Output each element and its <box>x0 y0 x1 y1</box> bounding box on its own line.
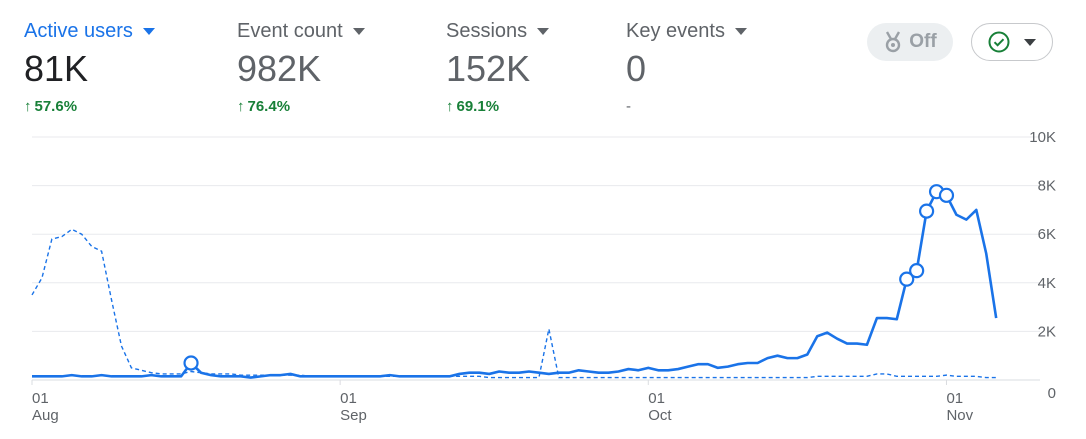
arrow-up-icon: ↑ <box>237 98 245 115</box>
x-tick-label-day: 01 <box>32 390 49 407</box>
metric-value: 152K <box>446 48 531 89</box>
anomaly-marker <box>183 355 199 371</box>
x-tick-label-day: 01 <box>648 390 665 407</box>
y-tick-label: 0 <box>1048 385 1056 402</box>
series-line-current-period <box>32 190 998 379</box>
anomaly-toggle[interactable]: Off <box>867 23 953 61</box>
metric-change-value: - <box>626 98 631 115</box>
metric-value: 982K <box>237 48 322 89</box>
metric-change: ↑ 69.1% <box>446 98 549 115</box>
metric-change-value: 69.1% <box>456 98 500 115</box>
arrow-up-icon: ↑ <box>24 98 32 115</box>
metric-label: Key events <box>626 20 725 42</box>
metric-label: Event count <box>237 20 343 42</box>
metric-label: Active users <box>24 20 133 42</box>
anomaly-marker <box>909 263 925 279</box>
anomaly-marker <box>918 203 935 219</box>
metric-value: 81K <box>24 48 89 89</box>
metric-selector-key-events[interactable]: Key events <box>626 20 747 43</box>
x-tick-label-day: 01 <box>340 390 357 407</box>
caret-down-icon <box>734 28 747 35</box>
anomaly-marker <box>899 271 915 287</box>
caret-down-icon <box>1024 38 1036 46</box>
metric-event-count[interactable]: Event count 982K ↑ 76.4% <box>237 20 365 115</box>
caret-down-icon <box>352 28 365 35</box>
caret-down-icon <box>537 28 550 35</box>
metric-change: ↑ 76.4% <box>237 98 365 115</box>
metric-key-events[interactable]: Key events 0 - <box>626 20 747 115</box>
metric-value: 0 <box>626 48 647 89</box>
metric-change: - <box>626 98 747 115</box>
y-tick-label: 6K <box>1038 226 1056 243</box>
series-line-previous-period <box>31 228 997 379</box>
y-tick-label: 8K <box>1038 178 1056 195</box>
y-tick-label: 2K <box>1038 323 1056 340</box>
metric-selector-event-count[interactable]: Event count <box>237 20 365 43</box>
metric-change: ↑ 57.6% <box>24 98 155 115</box>
compare-menu-button[interactable] <box>971 23 1053 61</box>
anomaly-toggle-label: Off <box>909 31 937 52</box>
metric-active-users[interactable]: Active users 81K ↑ 57.6% <box>24 20 155 115</box>
metric-selector-active-users[interactable]: Active users <box>24 20 155 43</box>
x-tick-label-month: Sep <box>340 407 367 424</box>
check-circle-icon <box>988 31 1010 53</box>
caret-down-icon <box>142 28 155 35</box>
arrow-up-icon: ↑ <box>446 98 454 115</box>
medal-icon <box>886 31 901 53</box>
metric-selector-sessions[interactable]: Sessions <box>446 20 550 43</box>
metric-change-value: 76.4% <box>247 98 291 115</box>
x-tick-label-day: 01 <box>946 390 963 407</box>
anomaly-marker <box>938 187 955 203</box>
metric-sessions[interactable]: Sessions 152K ↑ 69.1% <box>446 20 550 115</box>
x-tick-label-month: Aug <box>32 407 59 424</box>
y-tick-label: 4K <box>1038 275 1056 292</box>
x-tick-label-month: Oct <box>648 407 672 424</box>
metric-change-value: 57.6% <box>34 98 78 115</box>
metric-label: Sessions <box>446 20 528 42</box>
x-tick-label-month: Nov <box>946 407 973 424</box>
y-tick-label: 10K <box>1029 129 1056 146</box>
